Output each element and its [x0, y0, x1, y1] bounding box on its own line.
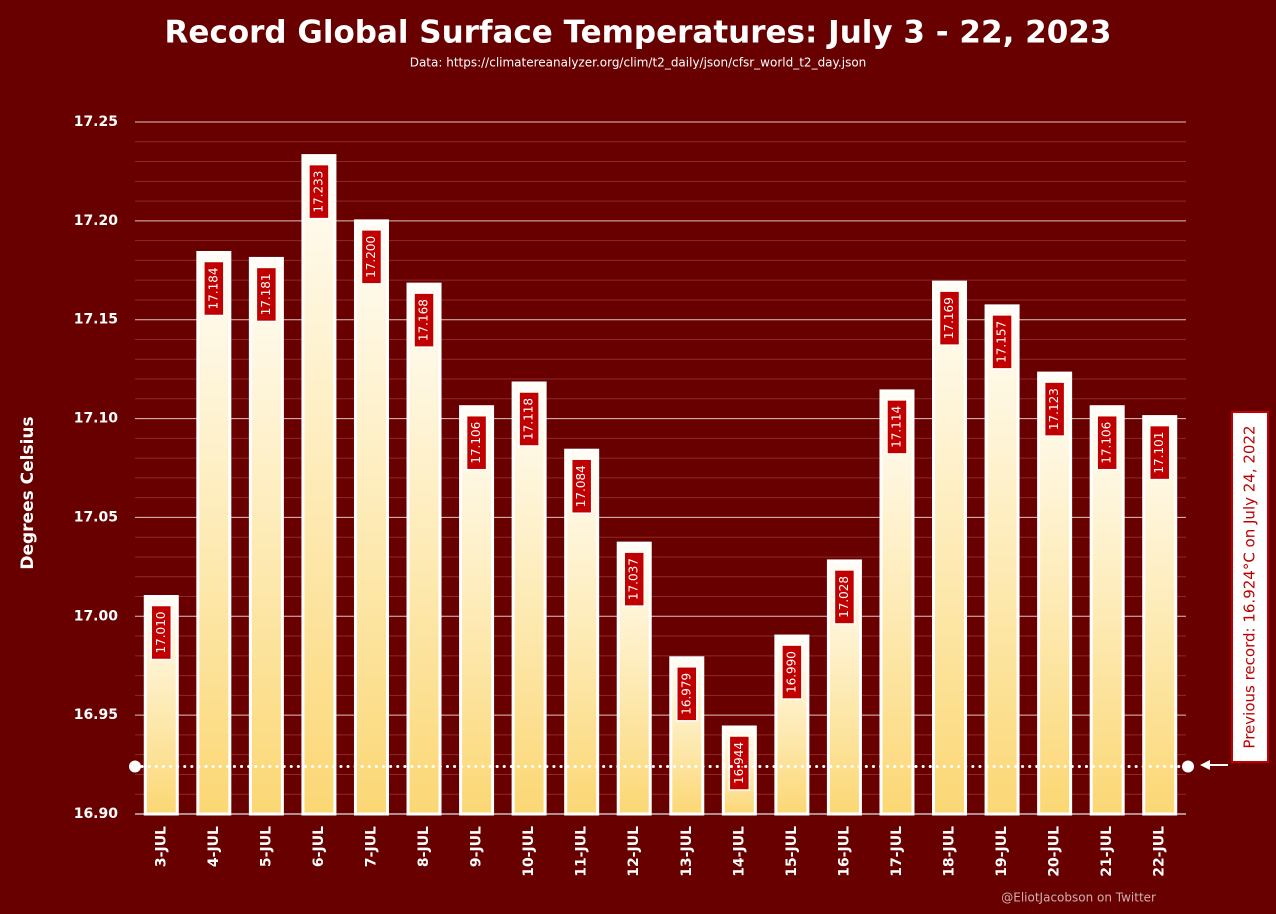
x-tick-label: 4-JUL — [206, 826, 222, 867]
x-tick-label: 16-JUL — [836, 826, 852, 877]
y-tick-label: 16.90 — [74, 806, 119, 822]
value-label-box — [676, 666, 698, 722]
x-tick-label: 15-JUL — [784, 826, 800, 877]
value-label: 17.181 — [259, 273, 273, 315]
chart-subtitle: Data: https://climatereanalyzer.org/clim… — [410, 56, 867, 70]
value-label-box — [360, 229, 383, 285]
bar — [984, 304, 1020, 816]
chart-title: Record Global Surface Temperatures: July… — [165, 15, 1112, 51]
bar — [248, 256, 284, 816]
x-tick-label: 9-JUL — [469, 826, 485, 867]
annotation-arrowhead — [1200, 760, 1210, 770]
annotation-box — [1231, 411, 1269, 763]
value-label-box — [255, 266, 278, 323]
x-tick-label: 20-JUL — [1047, 826, 1063, 877]
reference-dot — [1182, 760, 1194, 773]
value-label: 17.184 — [206, 267, 220, 309]
x-tick-label: 19-JUL — [994, 826, 1010, 877]
value-label: 17.200 — [364, 236, 378, 278]
value-label-box — [308, 163, 330, 220]
value-label-box — [833, 569, 856, 625]
value-label-box — [886, 399, 908, 455]
value-label: 17.084 — [574, 465, 588, 507]
value-label: 17.037 — [627, 558, 641, 600]
x-tick-label: 14-JUL — [731, 826, 747, 877]
x-tick-label: 13-JUL — [679, 826, 695, 877]
x-tick-label: 10-JUL — [521, 826, 537, 877]
x-tick-label: 8-JUL — [416, 826, 432, 867]
bar — [1089, 405, 1125, 816]
value-label-box — [203, 260, 225, 317]
y-tick-label: 17.10 — [74, 411, 119, 427]
bar — [301, 154, 337, 816]
value-label: 16.990 — [784, 651, 798, 693]
x-tick-label: 22-JUL — [1152, 826, 1168, 877]
bar — [511, 381, 547, 816]
bar — [1037, 371, 1073, 816]
value-label: 17.168 — [417, 299, 431, 341]
value-label-box — [1043, 381, 1066, 437]
value-label-box — [1096, 414, 1118, 471]
value-label: 17.123 — [1047, 388, 1061, 430]
value-label-box — [465, 414, 488, 471]
credit: @EliotJacobson on Twitter — [1001, 891, 1156, 905]
value-label-box — [991, 314, 1013, 370]
value-label-box — [570, 458, 593, 514]
value-label: 17.106 — [1100, 422, 1114, 464]
value-label: 17.169 — [942, 297, 956, 339]
y-tick-label: 17.25 — [74, 114, 118, 130]
value-label: 17.114 — [889, 406, 903, 448]
value-label-box — [518, 391, 540, 447]
x-tick-label: 21-JUL — [1099, 826, 1115, 877]
value-label: 17.106 — [469, 422, 483, 464]
bar — [932, 280, 968, 816]
value-label-box — [938, 290, 961, 346]
x-tick-label: 17-JUL — [889, 826, 905, 877]
value-label: 16.979 — [679, 673, 693, 715]
y-tick-label: 17.00 — [74, 608, 119, 624]
value-label-box — [781, 644, 803, 700]
value-label-box — [728, 735, 751, 791]
y-tick-label: 17.15 — [74, 312, 118, 328]
x-tick-label: 18-JUL — [942, 826, 958, 877]
bar — [196, 250, 232, 816]
bar — [353, 219, 389, 816]
bar — [879, 389, 915, 816]
x-tick-label: 7-JUL — [363, 826, 379, 867]
y-tick-label: 17.20 — [74, 213, 119, 229]
bar — [1142, 415, 1178, 816]
value-label: 17.010 — [154, 612, 168, 654]
value-label-box — [623, 551, 645, 607]
x-tick-label: 5-JUL — [258, 826, 274, 867]
bar — [459, 405, 495, 816]
value-label-box — [413, 292, 435, 348]
value-label: 17.101 — [1152, 432, 1166, 474]
value-label: 17.157 — [995, 321, 1009, 363]
y-axis-title: Degrees Celsius — [18, 416, 38, 569]
reference-dot — [129, 760, 141, 773]
value-label-box — [150, 604, 173, 661]
bar — [406, 282, 442, 816]
y-tick-label: 17.05 — [74, 509, 118, 525]
value-label-box — [1148, 424, 1171, 481]
y-tick-label: 16.95 — [74, 707, 118, 723]
value-label: 17.118 — [522, 398, 536, 440]
reference-label: Previous record: 16.924°C on July 24, 20… — [1241, 425, 1259, 748]
x-tick-label: 3-JUL — [153, 826, 169, 867]
x-tick-label: 12-JUL — [626, 826, 642, 877]
value-label: 16.944 — [732, 742, 746, 784]
x-tick-label: 6-JUL — [311, 826, 327, 867]
value-label: 17.028 — [837, 576, 851, 618]
value-label: 17.233 — [311, 171, 325, 213]
x-tick-label: 11-JUL — [574, 826, 590, 877]
